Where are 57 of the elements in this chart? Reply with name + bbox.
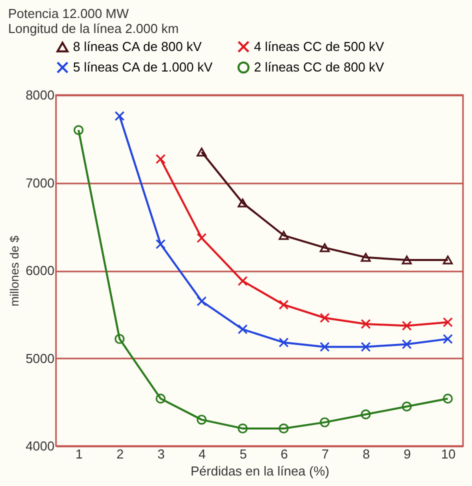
x-tick-label: 7: [322, 446, 329, 462]
point: [402, 339, 412, 350]
point: [442, 334, 453, 344]
point: [156, 394, 166, 404]
point: [402, 256, 412, 264]
x-tick-label: 1: [75, 446, 83, 462]
point: [196, 148, 207, 156]
point: [74, 125, 84, 136]
point: [238, 423, 248, 434]
point: [360, 252, 371, 262]
point: [278, 423, 289, 434]
y-tick-label: 5000: [26, 350, 54, 366]
legend-label: 8 líneas CA de 800 kV: [73, 39, 202, 54]
x-tick-label: 5: [240, 446, 247, 462]
x-tick-label: 3: [158, 446, 165, 462]
point: [442, 317, 453, 328]
point: [196, 414, 207, 425]
point: [360, 409, 371, 420]
y-tick-label: 8000: [26, 88, 54, 102]
point: [402, 320, 412, 331]
point: [238, 276, 248, 286]
y-axis-title: millones de $: [8, 235, 22, 306]
point: [402, 402, 412, 412]
text: Longitud de la línea 2.000 km: [8, 21, 179, 36]
text: Potencia 12.000 MW: [8, 6, 130, 21]
x-tick-label: 2: [116, 446, 124, 462]
y-tick-label: 4000: [26, 438, 54, 454]
legend-label: 5 líneas CA de 1.000 kV: [73, 60, 213, 74]
point: [320, 243, 330, 252]
point: [156, 154, 166, 164]
point: [114, 111, 125, 122]
point: [442, 256, 453, 264]
x-tick-label: 8: [362, 446, 370, 462]
x-tick-label: 4: [198, 446, 206, 462]
point: [196, 233, 207, 244]
point: [238, 324, 248, 334]
point: [320, 342, 330, 352]
point: [196, 296, 207, 306]
y-tick-label: 6000: [26, 263, 54, 278]
x-axis-title: Pérdidas en la línea (%): [190, 464, 330, 478]
point: [360, 319, 371, 330]
point: [156, 239, 166, 250]
point: [320, 312, 330, 323]
point: [442, 394, 453, 404]
point: [320, 417, 330, 428]
x-tick-label: 10: [441, 446, 456, 462]
point: [278, 230, 289, 240]
x-tick-label: 6: [280, 446, 288, 462]
x-tick-label: 9: [404, 446, 411, 462]
legend-label: 2 líneas CC de 800 kV: [254, 60, 384, 74]
point: [238, 198, 248, 208]
point: [360, 342, 371, 352]
point: [278, 337, 289, 348]
point: [114, 334, 125, 344]
legend-label: 4 líneas CC de 500 kV: [254, 38, 384, 54]
y-tick-label: 7000: [26, 175, 54, 190]
point: [278, 300, 289, 310]
